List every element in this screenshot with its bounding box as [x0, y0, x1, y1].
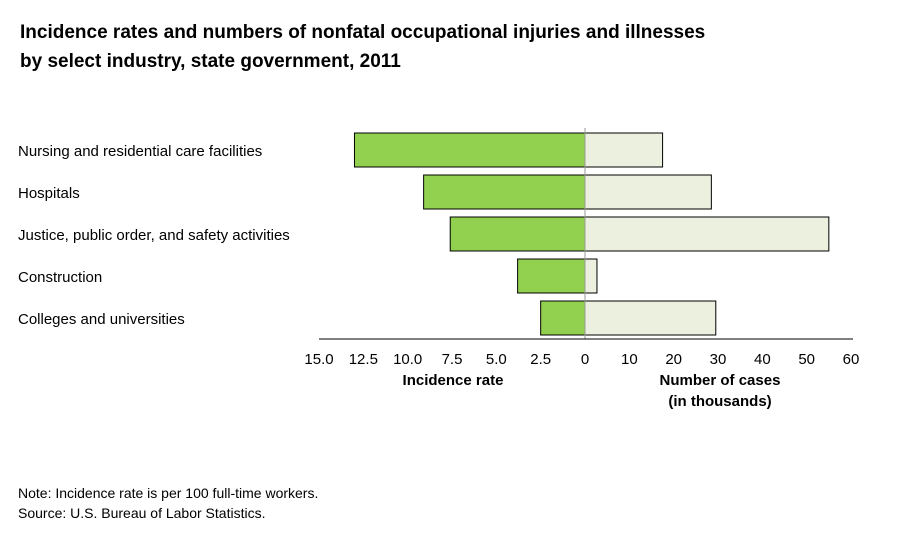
incidence-rate-tick-label: 5.0	[486, 351, 507, 368]
chart-notes: Note: Incidence rate is per 100 full-tim…	[18, 483, 318, 523]
number-of-cases-tick-label: 40	[754, 351, 771, 368]
source-text: Source: U.S. Bureau of Labor Statistics.	[18, 505, 266, 521]
number-of-cases-bar	[584, 174, 712, 210]
category-label: Colleges and universities	[18, 311, 185, 328]
category-label: Justice, public order, and safety activi…	[18, 227, 290, 244]
number-of-cases-tick-label: 60	[843, 351, 860, 368]
category-label: Construction	[18, 269, 102, 286]
chart-title: Incidence rates and numbers of nonfatal …	[20, 18, 880, 76]
number-of-cases-bar	[584, 300, 717, 336]
incidence-rate-tick-label: 7.5	[442, 351, 463, 368]
chart-title-line-1: Incidence rates and numbers of nonfatal …	[20, 22, 706, 43]
incidence-rate-tick-label: 10.0	[393, 351, 422, 368]
incidence-rate-bar	[353, 132, 586, 168]
number-of-cases-bar	[584, 132, 664, 168]
note-text: Note: Incidence rate is per 100 full-tim…	[18, 485, 319, 501]
chart-title-line-2: by select industry, state government, 20…	[20, 51, 401, 72]
incidence-rate-bar	[423, 174, 586, 210]
incidence-rate-tick-label: 15.0	[304, 351, 333, 368]
incidence-rate-tick-label: 2.5	[530, 351, 551, 368]
incidence-rate-bar	[449, 216, 586, 252]
number-of-cases-axis-label: Number of cases	[660, 372, 781, 389]
number-of-cases-bar	[584, 216, 830, 252]
category-label: Nursing and residential care facilities	[18, 143, 262, 160]
incidence-rate-tick-label: 0	[581, 351, 589, 368]
number-of-cases-tick-label: 20	[665, 351, 682, 368]
number-of-cases-bar	[584, 258, 598, 294]
incidence-rate-tick-label: 12.5	[349, 351, 378, 368]
number-of-cases-tick-label: 10	[621, 351, 638, 368]
incidence-rate-axis-label: Incidence rate	[403, 372, 504, 389]
number-of-cases-tick-label: 30	[710, 351, 727, 368]
incidence-rate-bar	[540, 300, 586, 336]
incidence-rate-bar	[517, 258, 586, 294]
number-of-cases-tick-label: 50	[798, 351, 815, 368]
category-label: Hospitals	[18, 185, 80, 202]
number-of-cases-axis-label-line-2: (in thousands)	[668, 393, 771, 410]
